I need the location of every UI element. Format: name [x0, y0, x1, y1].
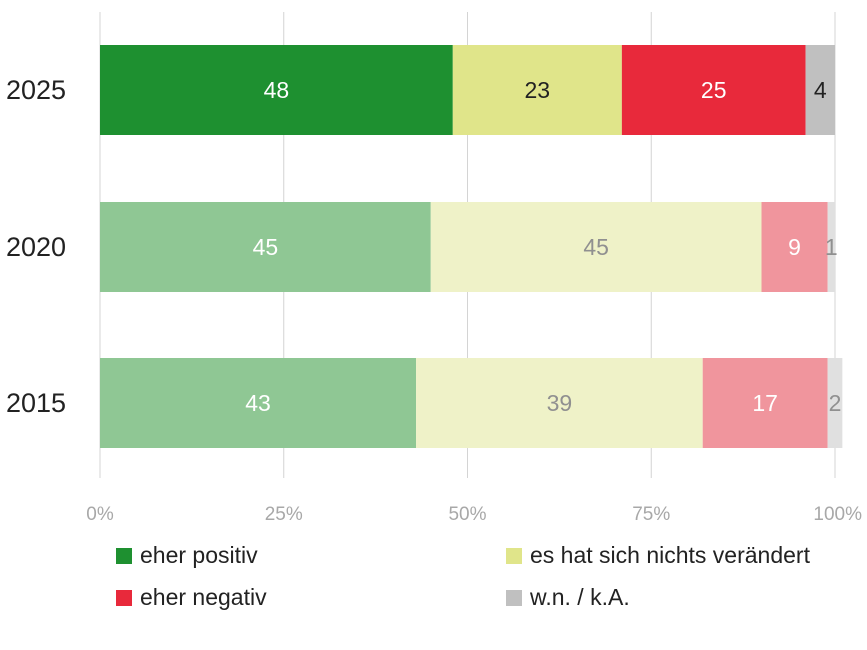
- bar-segment: [416, 358, 703, 448]
- legend-item-nichts-veraendert: es hat sich nichts verändert: [506, 542, 810, 569]
- bar-segment: [702, 358, 828, 448]
- data-label: 17: [752, 390, 778, 416]
- data-label: 9: [788, 234, 801, 260]
- x-tick-label: 0%: [86, 504, 114, 525]
- legend-label: eher positiv: [140, 542, 258, 568]
- bar-segment: [621, 45, 806, 135]
- bar-segment: [430, 202, 762, 292]
- x-tick-label: 100%: [813, 504, 862, 525]
- legend-item-eher-positiv: eher positiv: [116, 542, 258, 569]
- legend-label: eher negativ: [140, 584, 267, 610]
- data-label: 45: [253, 234, 279, 260]
- bar-segment: [827, 358, 843, 448]
- data-label: 4: [814, 77, 827, 103]
- legend: eher positiv es hat sich nichts veränder…: [0, 530, 867, 640]
- bar-segment: [100, 202, 431, 292]
- data-label: 45: [583, 234, 609, 260]
- bar-segment: [452, 45, 622, 135]
- legend-swatch: [506, 589, 522, 606]
- data-label: 1: [825, 234, 838, 260]
- legend-swatch: [506, 547, 522, 564]
- bar-segment: [761, 202, 828, 292]
- legend-swatch: [116, 547, 132, 564]
- data-label: 2: [829, 390, 842, 416]
- data-label: 48: [264, 77, 290, 103]
- stacked-bar-chart: 48 23 25 4 2025 45 45 9 1 2020 43 39 17 2 2015 0% 25% 50%…: [6, 12, 862, 525]
- x-tick-label: 50%: [448, 504, 486, 525]
- category-label: 2015: [6, 388, 66, 418]
- bar-segment: [805, 45, 835, 135]
- legend-item-eher-negativ: eher negativ: [116, 584, 267, 611]
- data-label: 23: [525, 77, 551, 103]
- data-label: 39: [547, 390, 573, 416]
- data-label: 25: [701, 77, 727, 103]
- legend-label: es hat sich nichts verändert: [530, 542, 810, 568]
- category-label: 2020: [6, 232, 66, 262]
- category-label: 2025: [6, 75, 66, 105]
- legend-label: w.n. / k.A.: [530, 584, 630, 610]
- legend-item-wn-ka: w.n. / k.A.: [506, 584, 630, 611]
- data-label: 43: [245, 390, 271, 416]
- legend-swatch: [116, 589, 132, 606]
- bar-segment: [100, 358, 417, 448]
- x-tick-label: 25%: [265, 504, 303, 525]
- bar-segment: [827, 202, 835, 292]
- x-tick-label: 75%: [632, 504, 670, 525]
- bar-segment: [100, 45, 453, 135]
